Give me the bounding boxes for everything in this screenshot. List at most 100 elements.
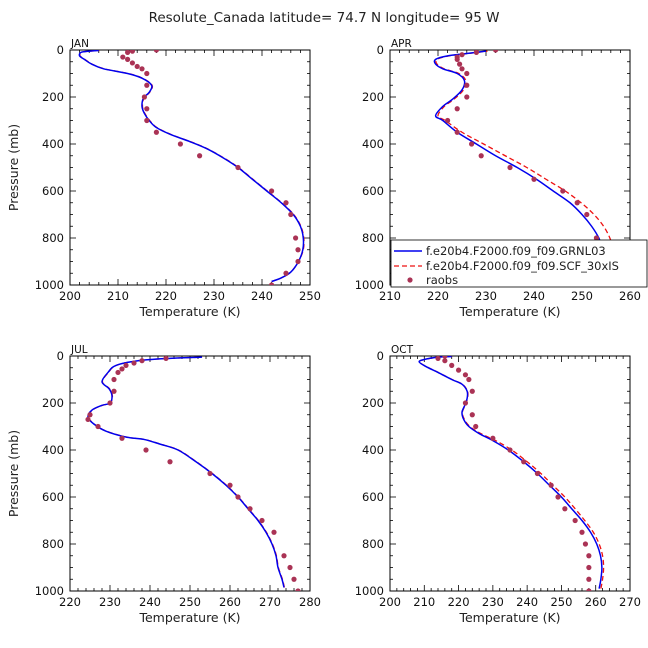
x-axis-label: Temperature (K)	[458, 304, 560, 319]
raobs-point	[449, 362, 455, 368]
x-tick-label: 240	[523, 289, 545, 303]
raobs-point	[144, 106, 150, 112]
raobs-point	[153, 129, 159, 135]
raobs-point	[586, 576, 592, 582]
raobs-point	[457, 61, 463, 67]
raobs-point	[574, 200, 580, 206]
panel-label: OCT	[391, 344, 414, 356]
raobs-point	[131, 360, 137, 366]
raobs-point	[534, 470, 541, 477]
x-tick-label: 230	[482, 595, 504, 609]
legend-box	[390, 239, 648, 288]
raobs-point	[111, 388, 117, 394]
raobs-point	[442, 356, 448, 359]
raobs-point	[555, 494, 561, 500]
raobs-point	[235, 494, 241, 500]
raobs-point	[283, 270, 289, 276]
raobs-point	[95, 423, 101, 430]
raobs-point	[454, 106, 460, 112]
raobs-point	[435, 356, 441, 361]
raobs-point	[139, 358, 145, 364]
x-tick-label: 270	[619, 595, 641, 609]
x-tick-label: 270	[259, 595, 281, 609]
x-tick-label: 260	[585, 595, 607, 609]
raobs-point	[139, 66, 145, 72]
raobs-point	[586, 564, 592, 571]
series-line-grnl	[418, 356, 603, 589]
x-tick-label: 210	[107, 289, 129, 303]
x-tick-label: 220	[59, 595, 81, 609]
raobs-point	[125, 56, 131, 63]
y-tick-label: 800	[362, 231, 384, 245]
raobs-point	[111, 376, 117, 383]
raobs-point	[283, 200, 289, 206]
panel-apr: 210 220 230 240 250 260 0 200 400 600 800 1000 Tempe…	[355, 38, 648, 319]
y-axis-label: Pressure (mb)	[6, 430, 21, 517]
raobs-point	[584, 211, 590, 218]
y-tick-label: 200	[362, 90, 384, 104]
x-tick-label: 230	[203, 289, 225, 303]
x-tick-label: 250	[571, 289, 593, 303]
x-tick-label: 240	[516, 595, 538, 609]
plot-area	[78, 50, 305, 285]
y-tick-label: 600	[362, 184, 384, 198]
raobs-point	[459, 52, 465, 58]
raobs-point	[521, 459, 527, 465]
y-tick-label: 600	[42, 184, 64, 198]
raobs-point	[579, 529, 585, 535]
x-tick-label: 200	[59, 289, 81, 303]
raobs-point	[207, 470, 213, 477]
raobs-point	[235, 164, 241, 171]
x-tick-label: 220	[155, 289, 177, 303]
panel-label: APR	[391, 38, 412, 50]
raobs-point	[269, 188, 275, 194]
raobs-point	[125, 50, 131, 55]
y-tick-label: 800	[42, 231, 64, 245]
panels: 200 210 220 230 240 250 0 200 400 600 800 1000 Tempe…	[6, 38, 648, 625]
raobs-point	[129, 60, 135, 66]
raobs-point	[469, 388, 475, 394]
raobs-point	[269, 282, 275, 285]
panel-jul: 220 230 240 250 260 270 280 0 200 400 600 800 1000 Te…	[6, 344, 321, 625]
plot-area	[418, 356, 605, 591]
x-tick-label: 250	[299, 289, 321, 303]
y-tick-label: 0	[377, 43, 384, 57]
figure-title: Resolute_Canada latitude= 74.7 N longitu…	[149, 10, 500, 26]
raobs-point	[473, 50, 479, 55]
raobs-point	[134, 63, 140, 70]
raobs-point	[560, 188, 566, 194]
raobs-point	[548, 482, 554, 488]
x-tick-label: 240	[139, 595, 161, 609]
raobs-point	[107, 400, 113, 406]
legend-marker-raobs	[407, 277, 413, 283]
raobs-point	[454, 129, 460, 135]
raobs-point	[177, 141, 183, 147]
raobs-point	[469, 412, 475, 418]
raobs-point	[295, 247, 301, 253]
x-tick-label: 250	[550, 595, 572, 609]
raobs-point	[163, 356, 169, 361]
y-tick-label: 1000	[35, 278, 64, 292]
raobs-point	[281, 553, 287, 559]
raobs-point	[259, 517, 265, 524]
raobs-point	[129, 50, 135, 54]
raobs-point	[466, 376, 472, 383]
y-tick-label: 1000	[35, 584, 64, 598]
raobs-point	[572, 517, 578, 524]
raobs-point	[197, 153, 203, 159]
raobs-point	[119, 435, 125, 441]
raobs-point	[291, 576, 297, 582]
raobs-point	[455, 367, 462, 373]
raobs-point	[144, 82, 150, 88]
raobs-point	[454, 54, 460, 60]
raobs-point	[464, 82, 470, 88]
x-tick-label: 210	[379, 289, 401, 303]
y-tick-label: 200	[42, 90, 64, 104]
y-tick-label: 600	[362, 490, 384, 504]
raobs-point	[288, 211, 294, 218]
y-tick-label: 600	[42, 490, 64, 504]
series-line-grnl	[78, 50, 305, 283]
raobs-point	[586, 588, 592, 591]
series-line-grnl	[87, 356, 285, 588]
